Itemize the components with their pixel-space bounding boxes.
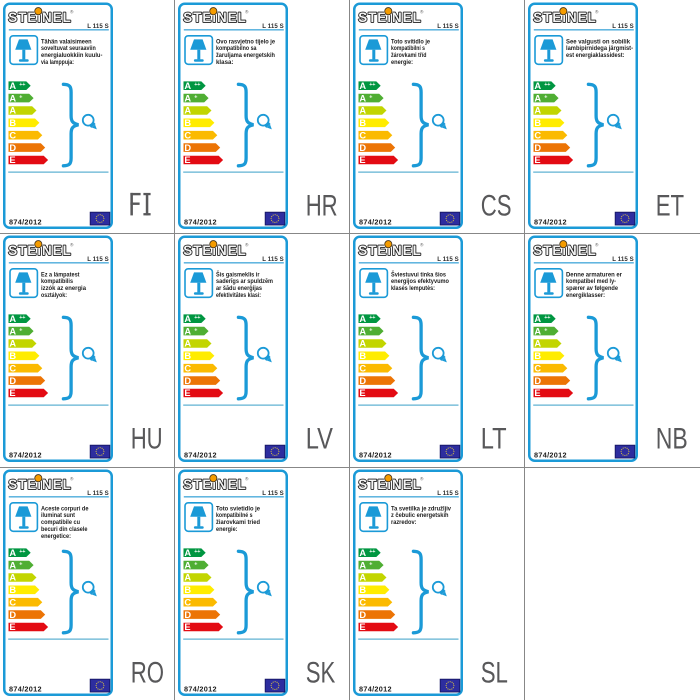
svg-text:Tähän valaisimeen soveltuvat s: Tähän valaisimeen soveltuvat seuraaviin … [41, 38, 104, 66]
svg-text:RO: RO [131, 656, 164, 689]
svg-text:Ta svetilka je združljiv z čeb: Ta svetilka je združljiv z čebulic energ… [391, 505, 453, 526]
svg-text:Ovo rasvjetno tijelo je kompat: Ovo rasvjetno tijelo je kompatibilno sa … [216, 38, 277, 66]
svg-text:LV: LV [306, 423, 333, 456]
svg-text:Toto svietidlo je kompatibilné: Toto svietidlo je kompatibilné s žiarovk… [216, 505, 262, 533]
svg-text:SL: SL [481, 656, 508, 689]
svg-text:LT: LT [481, 423, 507, 456]
svg-text:HR: HR [306, 189, 338, 222]
svg-text:Šis gaismeklis ir saderīgs ar: Šis gaismeklis ir saderīgs ar spuldzēm a… [216, 270, 275, 300]
svg-text:Šviestuvui tinka šios energijo: Šviestuvui tinka šios energijos efektyvu… [391, 270, 451, 293]
svg-text:Ez a lámpatest kompatibilis iz: Ez a lámpatest kompatibilis izzók az ene… [41, 272, 88, 300]
svg-text:ET: ET [656, 189, 684, 222]
svg-text:Denne armaturen er kompatibel: Denne armaturen er kompatibel med ly- sp… [566, 272, 624, 300]
svg-text:CS: CS [481, 189, 512, 222]
svg-text:SK: SK [306, 656, 336, 689]
svg-text:NB: NB [656, 423, 688, 456]
svg-text:HU: HU [131, 423, 163, 456]
svg-text:Aceste corpuri de iluminat sun: Aceste corpuri de iluminat sunt compatib… [41, 505, 90, 539]
svg-text:See valgusti on sobilik lambip: See valgusti on sobilik lambipirnidega j… [566, 38, 635, 59]
svg-text:Toto svítidlo je kompatibilní: Toto svítidlo je kompatibilní s žárovkam… [391, 38, 432, 66]
